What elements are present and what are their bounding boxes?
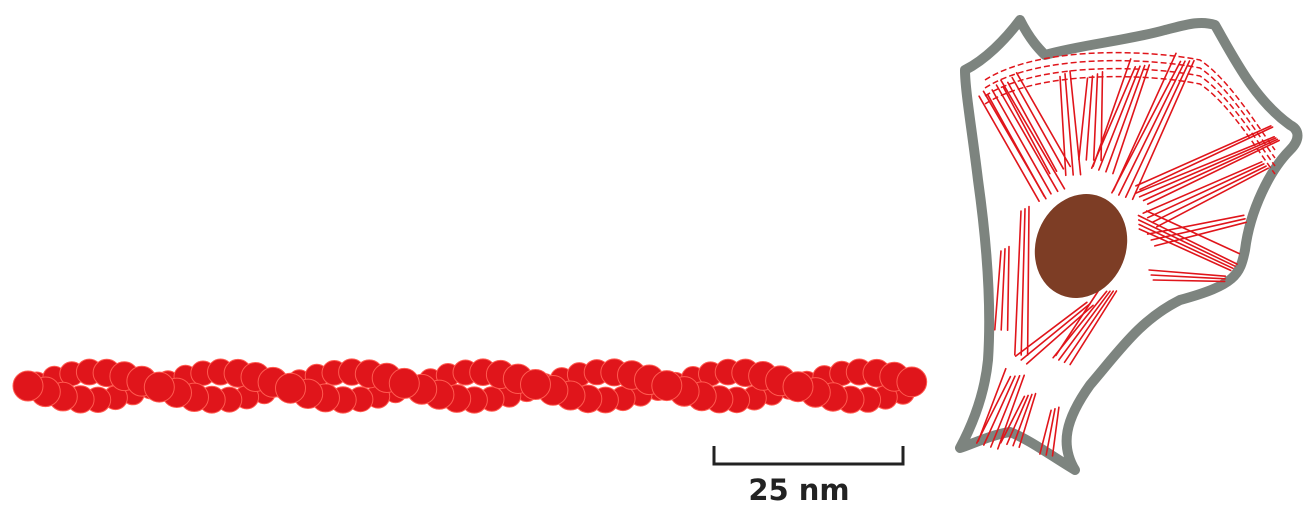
actin-subunit [521,370,551,400]
actin-filament [13,359,927,413]
actin-subunit [652,371,682,401]
scale-bar-line [714,446,903,464]
actin-subunit [13,371,43,401]
scale-bar: 25 nm [714,446,903,507]
actin-subunit [389,368,419,398]
actin-subunit [276,373,306,403]
scale-bar-label: 25 nm [748,473,849,507]
cell [960,20,1298,470]
actin-subunit [897,367,927,397]
actin-subunit [144,372,174,402]
actin-subunit [783,372,813,402]
